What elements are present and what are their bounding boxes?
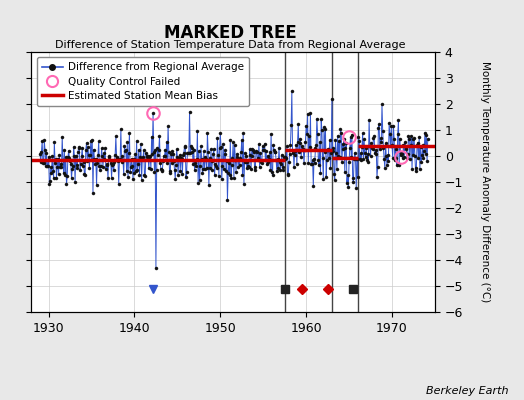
Text: MARKED TREE: MARKED TREE: [164, 24, 297, 42]
Text: Berkeley Earth: Berkeley Earth: [426, 386, 508, 396]
Text: Difference of Station Temperature Data from Regional Average: Difference of Station Temperature Data f…: [56, 40, 406, 50]
Y-axis label: Monthly Temperature Anomaly Difference (°C): Monthly Temperature Anomaly Difference (…: [480, 61, 490, 303]
